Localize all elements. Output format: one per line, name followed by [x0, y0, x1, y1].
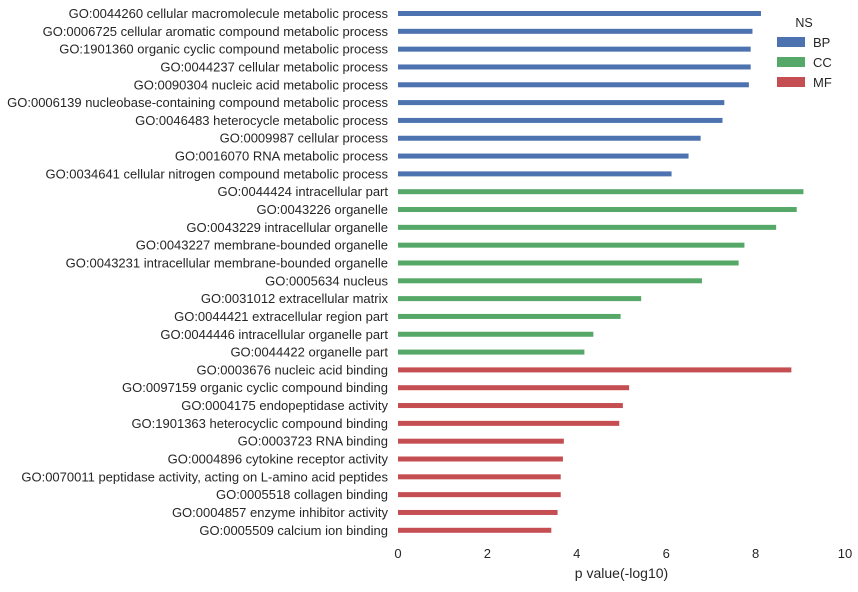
legend-entries: BP CC MF	[777, 35, 832, 90]
category-label: GO:0005518 collagen binding	[216, 487, 388, 502]
category-label: GO:0043227 membrane-bounded organelle	[136, 238, 388, 253]
category-label: GO:0090304 nucleic acid metabolic proces…	[134, 77, 389, 92]
category-label: GO:1901360 organic cyclic compound metab…	[59, 42, 388, 57]
category-label: GO:0031012 extracellular matrix	[201, 291, 389, 306]
bar-bp	[398, 135, 701, 141]
category-label: GO:0006139 nucleobase-containing compoun…	[7, 95, 388, 110]
bar-bp	[398, 28, 753, 34]
bar-bp	[398, 82, 749, 88]
x-tick-label: 2	[484, 546, 491, 561]
legend-title: NS	[795, 16, 812, 30]
category-label: GO:0097159 organic cyclic compound bindi…	[122, 380, 388, 395]
bar-mf	[398, 367, 792, 373]
x-tick-label: 0	[394, 546, 401, 561]
bar-mf	[398, 403, 623, 409]
x-tick-label: 4	[573, 546, 580, 561]
bar-bp	[398, 171, 672, 177]
legend-label-mf: MF	[813, 75, 832, 90]
legend: NS BP CC MF	[777, 16, 832, 90]
bar-bp	[398, 153, 689, 159]
category-label: GO:0005509 calcium ion binding	[199, 523, 388, 538]
bar-mf	[398, 509, 558, 515]
bar-bp	[398, 46, 751, 52]
category-label: GO:0005634 nucleus	[265, 273, 388, 288]
legend-label-cc: CC	[813, 55, 832, 70]
category-label: GO:0043231 intracellular membrane-bounde…	[66, 255, 388, 270]
category-label: GO:0043226 organelle	[256, 202, 388, 217]
legend-swatch-mf	[777, 77, 805, 87]
category-label: GO:0044237 cellular metabolic process	[160, 59, 388, 74]
x-axis-title: p value(-log10)	[575, 565, 668, 581]
bar-cc	[398, 349, 585, 355]
category-label: GO:0016070 RNA metabolic process	[175, 149, 389, 164]
bar-cc	[398, 242, 745, 248]
category-label: GO:0046483 heterocycle metabolic process	[135, 113, 388, 128]
bar-bp	[398, 64, 751, 70]
bars-layer	[398, 11, 804, 533]
category-label: GO:0009987 cellular process	[220, 131, 389, 146]
bar-bp	[398, 100, 725, 106]
bar-mf	[398, 527, 552, 533]
legend-label-bp: BP	[813, 35, 830, 50]
category-label: GO:0044421 extracellular region part	[174, 309, 388, 324]
category-label: GO:0070011 peptidase activity, acting on…	[21, 469, 388, 484]
category-label: GO:0004896 cytokine receptor activity	[168, 452, 389, 467]
bar-mf	[398, 438, 564, 444]
bar-bp	[398, 11, 761, 16]
bar-cc	[398, 278, 702, 284]
bar-mf	[398, 474, 561, 480]
category-label: GO:0034641 cellular nitrogen compound me…	[45, 166, 388, 181]
bar-cc	[398, 331, 594, 337]
bar-cc	[398, 296, 642, 302]
bar-cc	[398, 313, 621, 319]
x-tick-label: 10	[838, 546, 852, 561]
legend-swatch-bp	[777, 37, 805, 47]
category-label: GO:0004175 endopeptidase activity	[181, 398, 388, 413]
category-label: GO:0043229 intracellular organelle	[186, 220, 388, 235]
bar-mf	[398, 492, 561, 498]
bar-cc	[398, 224, 777, 230]
bar-cc	[398, 260, 739, 266]
bar-cc	[398, 207, 797, 213]
legend-swatch-cc	[777, 57, 805, 67]
category-label: GO:0044260 cellular macromolecule metabo…	[69, 6, 389, 21]
bar-mf	[398, 420, 620, 426]
bar-bp	[398, 117, 723, 123]
category-label: GO:0006725 cellular aromatic compound me…	[43, 24, 389, 39]
category-label: GO:1901363 heterocyclic compound binding	[131, 416, 388, 431]
x-tick-label: 8	[752, 546, 759, 561]
category-label: GO:0044424 intracellular part	[217, 184, 388, 199]
bar-mf	[398, 385, 630, 391]
x-axis-ticks: 0 2 4 6 8 10	[394, 546, 852, 561]
bar-mf	[398, 456, 563, 462]
category-label: GO:0044446 intracellular organelle part	[160, 327, 388, 342]
x-tick-label: 6	[663, 546, 670, 561]
category-label: GO:0003676 nucleic acid binding	[196, 362, 388, 377]
bar-cc	[398, 189, 804, 195]
category-label: GO:0003723 RNA binding	[238, 434, 388, 449]
category-labels: GO:0044260 cellular macromolecule metabo…	[7, 6, 388, 538]
category-label: GO:0004857 enzyme inhibitor activity	[172, 505, 389, 520]
category-label: GO:0044422 organelle part	[230, 345, 388, 360]
